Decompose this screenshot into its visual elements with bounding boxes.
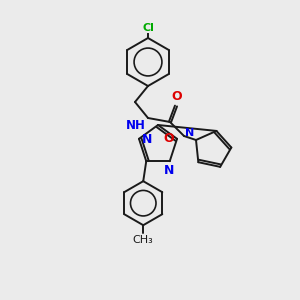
Text: CH₃: CH₃ [133,235,154,245]
Text: NH: NH [126,119,146,132]
Text: N: N [185,128,194,138]
Text: O: O [172,90,182,103]
Text: Cl: Cl [142,23,154,33]
Text: N: N [142,133,152,146]
Text: N: N [164,164,174,177]
Text: O: O [164,132,174,145]
